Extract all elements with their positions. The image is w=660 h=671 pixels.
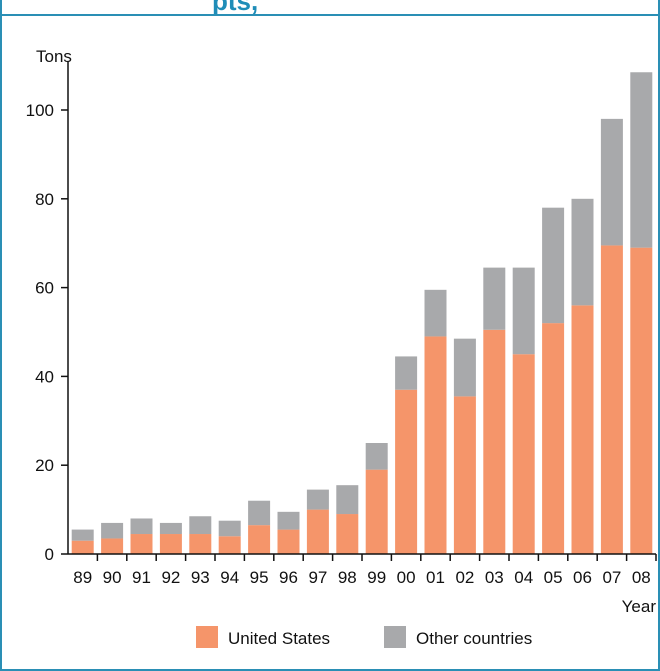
- x-tick-label: 01: [426, 568, 445, 587]
- bar-other-countries: [159, 522, 182, 535]
- bar-united-states: [630, 247, 653, 554]
- x-tick-label: 96: [279, 568, 298, 587]
- bar-united-states: [306, 509, 329, 554]
- bar-other-countries: [218, 520, 241, 537]
- bar-united-states: [218, 536, 241, 554]
- bar-other-countries: [365, 443, 388, 470]
- bar-other-countries: [130, 518, 153, 535]
- x-tick-label: 94: [220, 568, 239, 587]
- bar-other-countries: [101, 522, 124, 539]
- bar-united-states: [600, 245, 623, 555]
- x-tick-label: 99: [367, 568, 386, 587]
- y-tick-label: 0: [45, 545, 54, 564]
- bar-other-countries: [630, 72, 653, 248]
- bar-united-states: [512, 354, 535, 554]
- bar-united-states: [336, 514, 359, 554]
- title-strip: pts,: [2, 0, 660, 14]
- bar-united-states: [248, 525, 271, 554]
- legend-swatch-other-countries: [384, 626, 406, 648]
- y-tick-label: 20: [35, 456, 54, 475]
- bar-other-countries: [600, 118, 623, 246]
- legend-label-other-countries: Other countries: [416, 629, 532, 648]
- x-tick-label: 92: [161, 568, 180, 587]
- bar-other-countries: [71, 529, 94, 541]
- y-axis: 0 20 40 60 80 100: [26, 61, 69, 564]
- bar-other-countries: [189, 516, 212, 535]
- bar-other-countries: [277, 511, 300, 530]
- y-tick-label: 80: [35, 190, 54, 209]
- bar-united-states: [542, 323, 565, 554]
- bar-other-countries: [395, 356, 418, 390]
- x-tick-label: 91: [132, 568, 151, 587]
- bar-other-countries: [542, 207, 565, 324]
- y-tick-label: 60: [35, 279, 54, 298]
- bar-other-countries: [424, 289, 447, 337]
- x-tick-label: 03: [485, 568, 504, 587]
- y-tick-label: 100: [26, 101, 54, 120]
- bar-united-states: [395, 389, 418, 554]
- x-tick-label: 02: [455, 568, 474, 587]
- x-tick-label: 89: [73, 568, 92, 587]
- legend: United States Other countries: [196, 626, 532, 648]
- x-tick-label: 06: [573, 568, 592, 587]
- bar-united-states: [101, 538, 124, 554]
- bars-group: [71, 72, 653, 555]
- legend-label-united-states: United States: [228, 629, 330, 648]
- bar-united-states: [277, 529, 300, 554]
- bar-united-states: [71, 540, 94, 554]
- x-tick-label: 00: [397, 568, 416, 587]
- x-tick-label: 04: [514, 568, 533, 587]
- bar-united-states: [483, 329, 506, 554]
- bar-other-countries: [571, 198, 594, 306]
- x-tick-label: 95: [250, 568, 269, 587]
- x-tick-label: 97: [308, 568, 327, 587]
- bar-united-states: [571, 305, 594, 554]
- bar-united-states: [453, 396, 476, 554]
- x-tick-label: 90: [103, 568, 122, 587]
- x-axis: 89 90 91 92 93 94 95 96 97 98 99 00 01 02 03 04 05 06 07 08: [68, 553, 657, 587]
- legend-swatch-united-states: [196, 626, 218, 648]
- bar-united-states: [424, 336, 447, 554]
- bar-other-countries: [512, 267, 535, 355]
- x-axis-title: Year: [622, 597, 657, 616]
- bar-united-states: [159, 534, 182, 554]
- bar-other-countries: [453, 338, 476, 397]
- top-rule: [2, 14, 660, 16]
- bar-other-countries: [483, 267, 506, 330]
- bar-other-countries: [336, 485, 359, 515]
- bar-united-states: [189, 534, 212, 554]
- bar-united-states: [130, 534, 153, 554]
- y-axis-title: Tons: [36, 47, 72, 66]
- x-tick-label: 93: [191, 568, 210, 587]
- bar-united-states: [365, 469, 388, 554]
- x-tick-label: 07: [602, 568, 621, 587]
- bar-other-countries: [248, 500, 271, 526]
- x-tick-label: 08: [632, 568, 651, 587]
- x-tick-label: 98: [338, 568, 357, 587]
- bar-other-countries: [306, 489, 329, 510]
- x-tick-label: 05: [544, 568, 563, 587]
- chart-title-fragment: pts,: [212, 0, 258, 14]
- y-tick-label: 40: [35, 367, 54, 386]
